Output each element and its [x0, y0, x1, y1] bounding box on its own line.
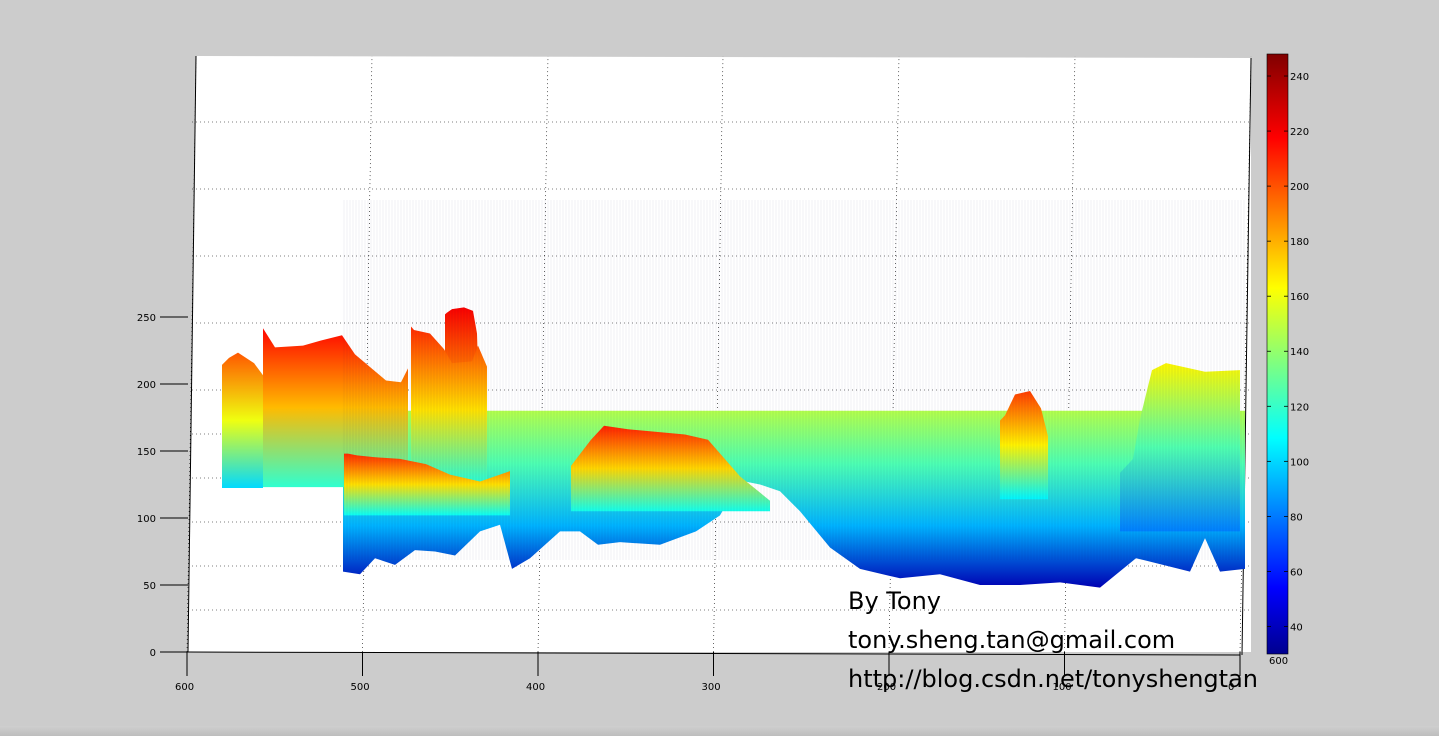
surface	[222, 200, 1245, 588]
x-tick-label: 400	[526, 682, 545, 693]
colorbar-tick-label: 160	[1290, 292, 1309, 303]
colorbar-tick-label: 180	[1290, 237, 1309, 248]
colorbar-tick-label: 40	[1290, 622, 1303, 633]
z-tick-label: 0	[150, 648, 156, 659]
colorbar-extra-label: 600	[1269, 656, 1288, 667]
colorbar[interactable]	[1266, 53, 1289, 655]
surface-ridge	[571, 425, 770, 512]
colorbar-tick-label: 100	[1290, 457, 1309, 468]
z-tick-label: 150	[137, 447, 156, 458]
author-url: http://blog.csdn.net/tonyshengtan	[848, 665, 1258, 693]
surface-ridge	[263, 328, 408, 488]
colorbar-ticks: 240 220 200 180 160 140 120 100 80 60 40 600	[1267, 72, 1309, 667]
z-tick-label: 250	[137, 313, 156, 324]
x-axis: 600 500 400 300 200 100 0	[175, 652, 1241, 693]
author-email: tony.sheng.tan@gmail.com	[848, 626, 1176, 654]
window-bottom-edge	[0, 726, 1439, 736]
colorbar-tick-label: 240	[1290, 72, 1309, 83]
z-tick-label: 50	[143, 581, 156, 592]
colorbar-tick-label: 120	[1290, 402, 1309, 413]
colorbar-tick-label: 80	[1290, 512, 1303, 523]
colorbar-tick-label: 140	[1290, 347, 1309, 358]
surface-ridge	[1000, 390, 1048, 500]
x-tick-label: 300	[702, 682, 721, 693]
x-tick-label: 0	[1228, 682, 1234, 693]
author-name: By Tony	[848, 587, 941, 615]
x-tick-label: 100	[1053, 682, 1072, 693]
z-tick-label: 200	[137, 380, 156, 391]
z-axis: 0 50 100 150 200 250	[137, 313, 188, 659]
surface-ridge	[1120, 363, 1240, 532]
surface-ridge	[222, 352, 263, 488]
x-tick-label: 500	[351, 682, 370, 693]
surface-ridge	[411, 326, 487, 494]
colorbar-tick-label: 200	[1290, 182, 1309, 193]
surface-ridge	[344, 453, 510, 516]
colorbar-tick-label: 60	[1290, 567, 1303, 578]
x-tick-label: 200	[877, 682, 896, 693]
z-tick-label: 100	[137, 514, 156, 525]
author-annotation: By Tony tony.sheng.tan@gmail.com http://…	[848, 582, 1258, 699]
colorbar-tick-label: 220	[1290, 127, 1309, 138]
x-tick-label: 600	[175, 682, 194, 693]
